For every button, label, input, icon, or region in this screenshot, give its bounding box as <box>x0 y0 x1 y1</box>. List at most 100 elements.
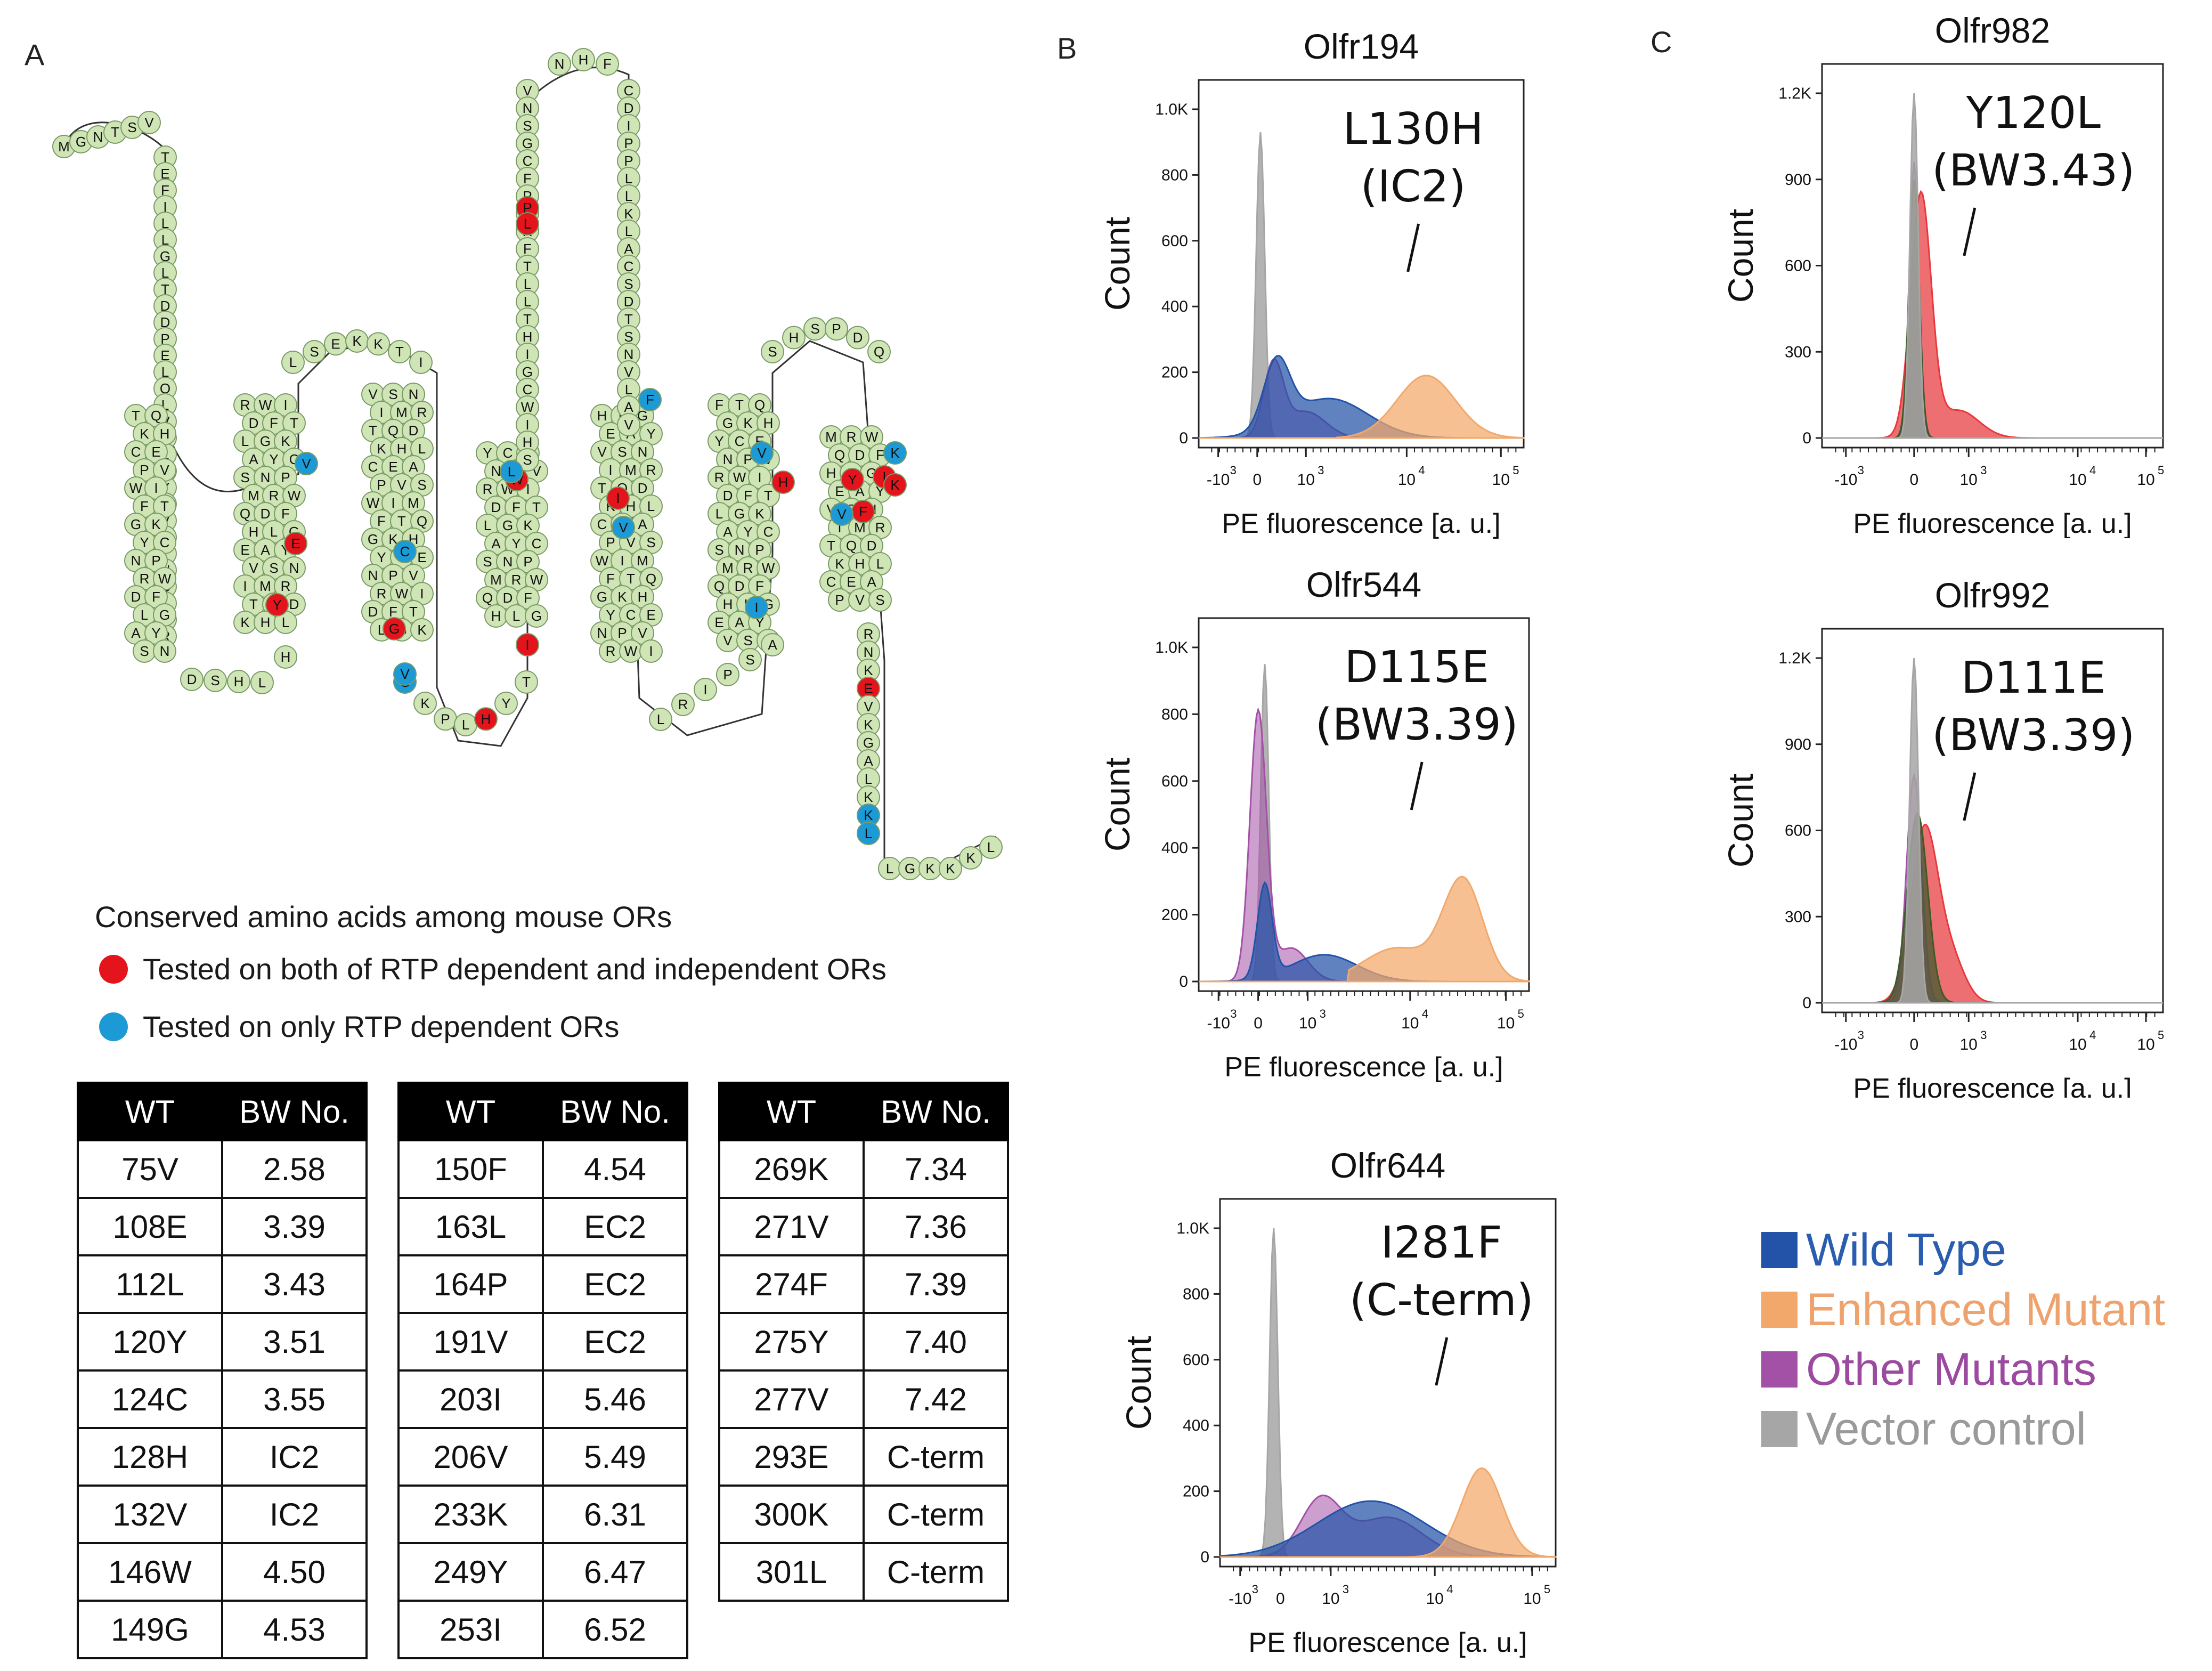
residue-bead <box>281 351 305 374</box>
red-residue-bead <box>883 473 907 497</box>
x-tick-label: 0 <box>1253 471 1262 489</box>
residue-letter: K <box>835 556 844 572</box>
red-dot-icon <box>99 954 128 984</box>
wt-residue-cell: 277V <box>718 1369 865 1429</box>
residue-letter: H <box>789 330 799 346</box>
residue-letter: C <box>368 459 378 475</box>
residue-letter: V <box>597 444 607 460</box>
y-tick-label: 1.2K <box>1778 85 1811 102</box>
residue-letter: D <box>131 589 141 605</box>
residue-letter: M <box>248 488 259 504</box>
x-tick-label: 10 <box>2069 471 2086 489</box>
residue-letter: F <box>524 590 532 606</box>
residue-bead <box>367 332 390 356</box>
y-tick-label: 400 <box>1183 1417 1209 1434</box>
residue-letter: S <box>483 554 492 570</box>
y-tick-label: 600 <box>1161 232 1188 250</box>
legend-label: Vector control <box>1806 1403 2086 1455</box>
residue-letter: W <box>395 586 409 602</box>
residue-bead <box>525 604 548 628</box>
residue-bead <box>639 639 663 663</box>
residue-letter: Q <box>482 590 493 606</box>
residue-letter: G <box>597 589 607 605</box>
blue-residue-bead <box>745 596 768 619</box>
red-residue-bead <box>841 468 864 491</box>
residue-letter: T <box>532 499 541 515</box>
residue-letter: Y <box>848 472 857 488</box>
table-row: 191V EC2 <box>397 1312 688 1372</box>
y-tick-label: 400 <box>1161 298 1188 315</box>
table-row: 293E C-term <box>718 1427 1009 1487</box>
x-tick-label: 10 <box>1960 1036 1978 1053</box>
residue-letter: R <box>864 626 874 642</box>
residue-letter: L <box>141 607 148 623</box>
residue-letter: L <box>161 265 169 281</box>
residue-letter: V <box>249 560 258 576</box>
residue-letter: N <box>261 469 271 485</box>
table-row: 163L EC2 <box>397 1197 688 1256</box>
residue-letter: S <box>523 452 532 468</box>
bw-number-cell: 7.39 <box>863 1254 1009 1314</box>
residue-letter: M <box>722 560 734 576</box>
residue-letter: K <box>140 426 149 442</box>
residue-letter: H <box>281 649 291 665</box>
x-axis-label: PE fluorescence [a. u.] <box>1222 508 1500 539</box>
red-residue-bead <box>516 212 539 236</box>
y-tick-label: 1.0K <box>1155 639 1188 656</box>
residue-letter: C <box>763 524 774 540</box>
residue-letter: E <box>151 444 160 460</box>
residue-letter: P <box>523 554 532 570</box>
table-row: 150F 4.54 <box>397 1139 688 1199</box>
y-tick-label: 1.2K <box>1778 650 1811 667</box>
residue-letter: K <box>417 622 427 638</box>
table-row: 146W 4.50 <box>77 1542 368 1602</box>
chart-title: Olfr194 <box>1304 27 1419 66</box>
residue-bead <box>410 618 434 642</box>
plot-frame <box>1821 628 2164 1013</box>
wt-residue-cell: 275Y <box>718 1312 865 1372</box>
residue-letter: I <box>627 118 630 134</box>
residue-letter: A <box>624 241 633 257</box>
residue-letter: F <box>523 171 532 186</box>
wt-residue-cell: 274F <box>718 1254 865 1314</box>
residue-letter: L <box>865 825 872 841</box>
residue-letter: I <box>616 490 620 506</box>
residue-letter: C <box>597 516 607 532</box>
table-header: BW No. <box>221 1082 368 1141</box>
residue-letter: L <box>161 364 169 380</box>
residue-letter: L <box>625 188 632 204</box>
residue-letter: H <box>261 614 271 630</box>
residue-letter: M <box>637 553 648 569</box>
wt-residue-cell: 128H <box>77 1427 223 1487</box>
residue-letter: A <box>491 536 501 551</box>
legend-swatch <box>1761 1411 1798 1447</box>
residue-letter: A <box>638 516 647 532</box>
residue-letter: Y <box>140 534 149 550</box>
residue-letter: H <box>249 524 259 540</box>
residue-letter: K <box>890 477 900 493</box>
blue-residue-bead <box>295 452 318 475</box>
residue-letter: D <box>723 488 733 504</box>
legend-item-other-mutants: Other Mutants <box>1761 1340 2165 1399</box>
table-row: 301L C-term <box>718 1542 1009 1602</box>
bw-number-cell: 4.50 <box>221 1542 368 1602</box>
residue-letter: M <box>825 429 837 445</box>
histogram-enh <box>1220 1467 1557 1558</box>
residue-letter: D <box>261 506 271 522</box>
residue-letter: V <box>397 477 406 493</box>
residue-letter: L <box>418 441 426 457</box>
bw-number-cell: 6.52 <box>542 1600 688 1659</box>
table-row: 269K 7.34 <box>718 1139 1009 1199</box>
x-tick-exponent: 5 <box>1512 464 1519 477</box>
residue-letter: K <box>864 789 873 805</box>
residue-letter: L <box>258 675 266 691</box>
residue-letter: L <box>270 524 278 540</box>
residue-letter: Y <box>743 524 752 540</box>
residue-letter: R <box>377 586 387 602</box>
residue-letter: T <box>160 498 169 514</box>
y-tick-label: 200 <box>1161 906 1188 924</box>
x-axis-label: PE fluorescence [a. u.] <box>1248 1627 1527 1658</box>
residue-letter: C <box>131 444 141 460</box>
panel-label-a: A <box>25 38 45 71</box>
